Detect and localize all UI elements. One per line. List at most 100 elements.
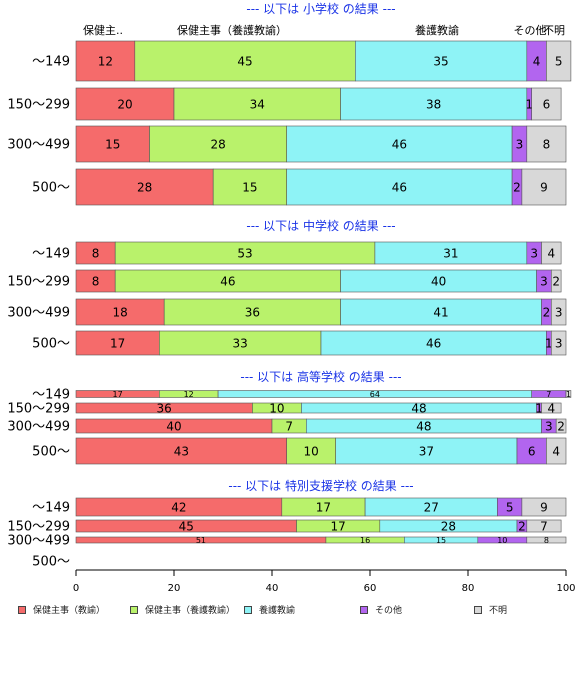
bar-segment — [526, 125, 567, 163]
bar-segment — [286, 437, 337, 465]
bar-value-label: 15 — [242, 181, 257, 195]
bar-value-label: 3 — [530, 247, 538, 261]
panel-title: --- 以下は 中学校 の結果 --- — [246, 218, 395, 233]
bar-value-label: 2 — [557, 420, 565, 434]
bar-segment — [75, 330, 160, 356]
bar-value-label: 35 — [433, 55, 448, 69]
bar-value-label: 64 — [370, 390, 380, 399]
bar-value-label: 1 — [535, 402, 543, 416]
bar-value-label: 2 — [543, 306, 551, 320]
bar-segment — [149, 125, 287, 163]
bar-value-label: 1 — [525, 98, 533, 112]
row-label: 〜149 — [32, 501, 70, 516]
legend-item-yogo-kyoyu: 養護教諭 — [244, 603, 295, 616]
bar-segment — [516, 437, 547, 465]
bar-segment — [521, 168, 567, 206]
column-header: その他 — [514, 24, 547, 37]
bar-value-label: 4 — [552, 445, 560, 459]
bar-segment — [75, 298, 165, 326]
bar-segment — [286, 168, 513, 206]
x-tick-label: 100 — [556, 583, 575, 594]
bar-value-label: 15 — [436, 536, 446, 545]
bar-segment — [286, 125, 513, 163]
bar-value-label: 1 — [545, 337, 553, 351]
legend-label: 不明 — [489, 606, 508, 616]
bar-value-label: 3 — [545, 420, 553, 434]
panel-title: --- 以下は 特別支援学校 の結果 --- — [228, 478, 413, 493]
bar-segment — [541, 241, 562, 265]
bar-value-label: 18 — [112, 306, 127, 320]
bar-value-label: 12 — [184, 390, 194, 399]
bar-value-label: 12 — [98, 55, 113, 69]
bar-value-label: 6 — [543, 98, 551, 112]
bar-segment — [75, 40, 136, 82]
panel-title: --- 以下は 小学校 の結果 --- — [246, 1, 395, 16]
bar-segment — [134, 40, 356, 82]
bar-value-label: 48 — [411, 402, 426, 416]
x-tick-label: 20 — [168, 583, 181, 594]
bar-value-label: 4 — [533, 55, 541, 69]
legend-label: 保健主事（養護教諭） — [145, 606, 236, 616]
bar-value-label: 1 — [566, 390, 571, 399]
legend-label: 養護教諭 — [259, 606, 296, 616]
bar-value-label: 17 — [110, 337, 125, 351]
bar-segment — [335, 437, 518, 465]
bar-value-label: 46 — [220, 275, 235, 289]
column-header: 保健主事（養護教諭） — [177, 23, 287, 37]
bar-segment — [320, 330, 547, 356]
bar-value-label: 5 — [506, 501, 514, 515]
bar-value-label: 3 — [555, 337, 563, 351]
bar-segment — [565, 390, 572, 398]
bar-value-label: 7 — [546, 390, 551, 399]
row-label: 〜149 — [32, 388, 70, 403]
bar-segment — [541, 402, 562, 414]
legend-swatch — [474, 605, 482, 614]
bar-value-label: 37 — [419, 445, 434, 459]
bar-value-label: 20 — [117, 98, 132, 112]
panel-title: --- 以下は 高等学校 の結果 --- — [240, 369, 401, 384]
bar-value-label: 36 — [245, 306, 260, 320]
bar-value-label: 48 — [416, 420, 431, 434]
bar-value-label: 27 — [424, 501, 439, 515]
legend-label: その他 — [375, 606, 403, 616]
bar-value-label: 3 — [540, 275, 548, 289]
legend: 保健主事（教諭） 保健主事（養護教諭） 養護教諭 その他 不明 — [18, 603, 578, 617]
x-tick-label: 80 — [462, 583, 475, 594]
bar-value-label: 10 — [269, 402, 284, 416]
bar-value-label: 34 — [250, 98, 265, 112]
bar-value-label: 9 — [540, 501, 548, 515]
bar-value-label: 7 — [540, 520, 548, 534]
bar-segment — [75, 125, 150, 163]
row-label: 500〜 — [32, 181, 70, 196]
bar-value-label: 10 — [497, 536, 507, 545]
x-tick-label: 0 — [73, 583, 79, 594]
bar-value-label: 8 — [92, 247, 100, 261]
bar-value-label: 17 — [331, 520, 346, 534]
bar-value-label: 33 — [233, 337, 248, 351]
legend-swatch — [130, 605, 138, 614]
bar-value-label: 9 — [540, 181, 548, 195]
bar-segment — [159, 330, 322, 356]
bar-value-label: 42 — [171, 501, 186, 515]
bar-value-label: 15 — [105, 138, 120, 152]
legend-swatch — [244, 605, 252, 614]
bar-value-label: 8 — [92, 275, 100, 289]
bar-value-label: 40 — [166, 420, 181, 434]
bar-segment — [173, 87, 341, 121]
bar-segment — [531, 87, 562, 121]
row-label: 500〜 — [32, 445, 70, 460]
legend-item-fumei: 不明 — [474, 603, 507, 616]
row-label: 500〜 — [32, 337, 70, 352]
legend-item-hokenshuji-kyoyu: 保健主事（教諭） — [18, 603, 105, 616]
bar-value-label: 3 — [516, 138, 524, 152]
bar-segment — [526, 519, 562, 533]
bar-value-label: 2 — [513, 181, 521, 195]
bar-value-label: 4 — [547, 402, 555, 416]
column-header: 保健主.. — [83, 23, 123, 37]
bar-value-label: 4 — [547, 247, 555, 261]
x-tick-label: 60 — [364, 583, 377, 594]
bar-value-label: 45 — [179, 520, 194, 534]
row-label: 500〜 — [32, 555, 70, 570]
bar-value-label: 53 — [237, 247, 252, 261]
bar-value-label: 36 — [157, 402, 172, 416]
